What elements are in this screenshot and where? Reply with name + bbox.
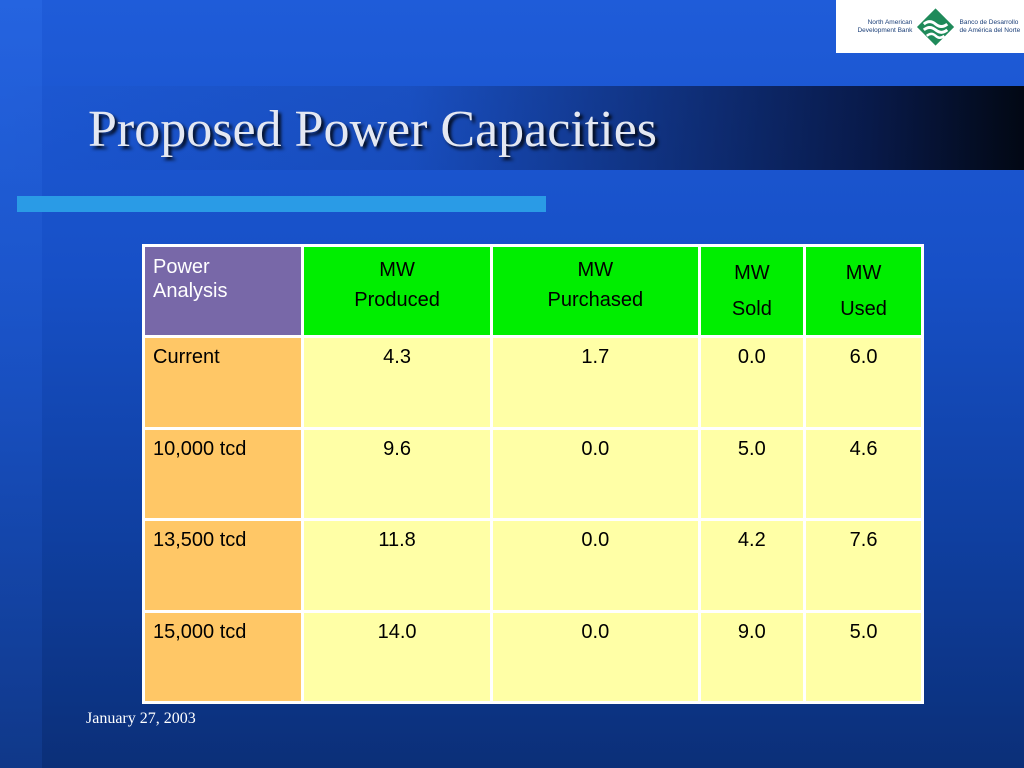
slide-title: Proposed Power Capacities [88, 101, 658, 158]
header-mw-sold: MW Sold [700, 247, 804, 336]
cell-used: 4.6 [806, 429, 921, 519]
cell-produced: 11.8 [304, 521, 491, 610]
accent-bar [17, 196, 546, 212]
cell-sold: 5.0 [700, 429, 804, 519]
cell-used: 5.0 [806, 612, 921, 701]
cell-sold: 0.0 [700, 338, 804, 427]
cell-used: 6.0 [806, 338, 921, 427]
table-row: 10,000 tcd 9.6 0.0 5.0 4.6 [145, 429, 921, 519]
table-row: 15,000 tcd 14.0 0.0 9.0 5.0 [145, 612, 921, 701]
cell-purchased: 1.7 [493, 338, 698, 427]
slide-date: January 27, 2003 [86, 710, 196, 727]
header-mw-used: MW Used [806, 247, 921, 336]
cell-produced: 14.0 [304, 612, 491, 701]
header-mw-produced: MW Produced [304, 247, 491, 336]
logo: North American Development Bank Banco de… [836, 0, 1024, 53]
table-row: Current 4.3 1.7 0.0 6.0 [145, 338, 921, 427]
cell-purchased: 0.0 [493, 612, 698, 701]
cell-produced: 4.3 [304, 338, 491, 427]
nadbank-logo-icon [917, 7, 955, 46]
row-label: 15,000 tcd [145, 612, 301, 701]
cell-sold: 9.0 [700, 612, 804, 701]
row-label: 13,500 tcd [145, 521, 301, 610]
cell-purchased: 0.0 [493, 521, 698, 610]
row-label: Current [145, 338, 301, 427]
row-label: 10,000 tcd [145, 429, 301, 519]
cell-used: 7.6 [806, 521, 921, 610]
cell-produced: 9.6 [304, 429, 491, 519]
title-band [0, 86, 1024, 170]
table-header-row: Power Analysis MW Produced MW Purchased … [145, 247, 921, 336]
cell-purchased: 0.0 [493, 429, 698, 519]
table-row: 13,500 tcd 11.8 0.0 4.2 7.6 [145, 521, 921, 610]
header-power-analysis: Power Analysis [145, 247, 301, 336]
logo-text-english: North American Development Bank [857, 18, 913, 34]
header-mw-purchased: MW Purchased [493, 247, 698, 336]
cell-sold: 4.2 [700, 521, 804, 610]
logo-text-spanish: Banco de Desarrollo de América del Norte [959, 18, 1021, 34]
power-capacity-table: Power Analysis MW Produced MW Purchased … [142, 244, 924, 704]
